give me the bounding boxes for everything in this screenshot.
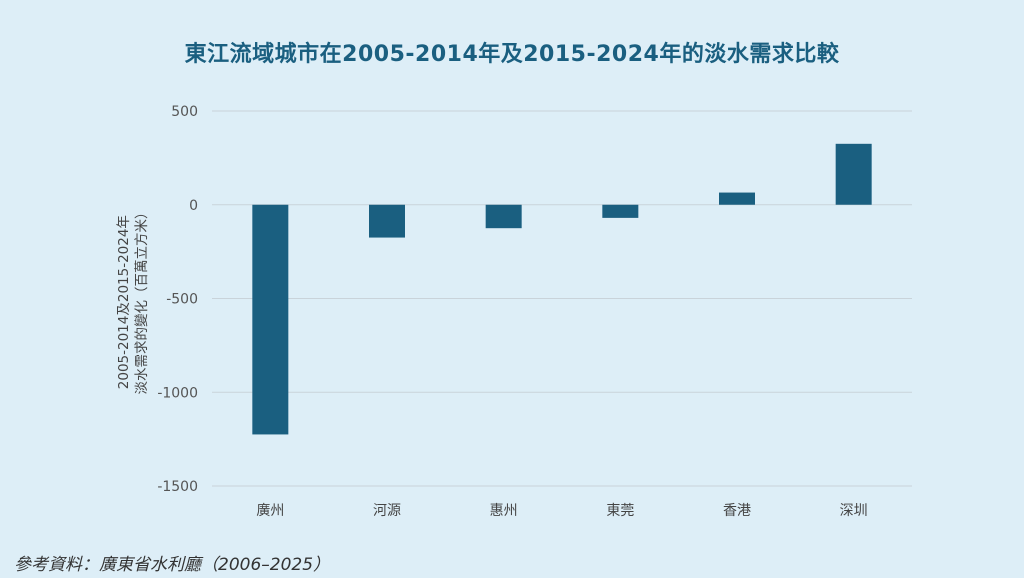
x-category-label: 廣州	[256, 502, 284, 519]
x-category-label: 惠州	[490, 503, 518, 519]
bar-1	[369, 204, 405, 238]
y-tick-labels: 500 0 -500 -1000 -1500	[157, 104, 198, 495]
y-axis-label-line2: 淡水需求的變化（百萬立方米）	[134, 206, 150, 395]
x-category-label: 香港	[723, 503, 751, 519]
bar-3	[602, 204, 639, 218]
bar-5	[835, 143, 872, 205]
bar-0	[252, 204, 289, 435]
gridlines	[212, 110, 912, 487]
y-tick-label: 500	[171, 104, 198, 120]
y-tick-label: 0	[189, 198, 198, 214]
x-category-label: 河源	[373, 503, 401, 519]
y-axis-label-line1: 2005-2014及2015-2024年	[116, 215, 132, 389]
y-tick-label: -500	[166, 292, 198, 308]
bar-4	[719, 192, 755, 205]
source-note: 參考資料：廣東省水利廳（2006–2025）	[14, 555, 331, 575]
x-category-label: 深圳	[840, 503, 868, 519]
chart-title: 東江流域城市在2005-2014年及2015-2024年的淡水需求比較	[184, 42, 840, 67]
bar-2	[485, 204, 522, 229]
y-tick-label: -1000	[157, 385, 198, 401]
y-axis-label: 2005-2014及2015-2024年 淡水需求的變化（百萬立方米）	[116, 206, 150, 395]
x-category-labels: 廣州 河源 惠州 東莞 香港 深圳	[256, 502, 867, 519]
x-category-label: 東莞	[606, 503, 634, 519]
y-tick-label: -1500	[157, 479, 198, 495]
bars	[252, 143, 872, 435]
